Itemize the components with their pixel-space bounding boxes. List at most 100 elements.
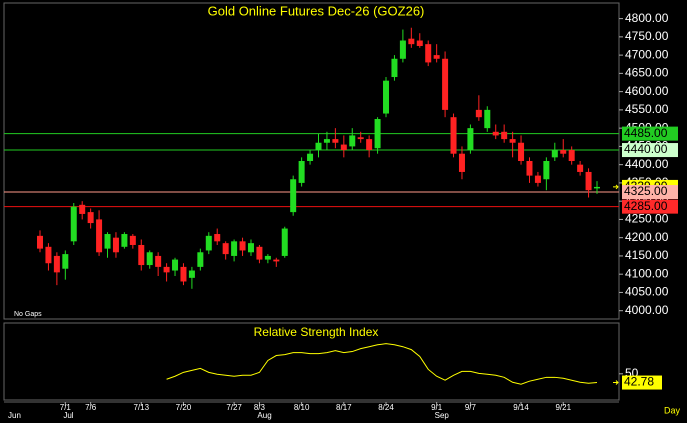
candle-body [45,246,52,264]
candle-body [70,206,77,242]
candle-body [222,243,229,255]
candle-body [526,161,533,176]
y-tick-label: 4650.00 [625,66,669,80]
candle-body [366,139,373,151]
x-tick-label: 7/27 [226,403,242,412]
candle-body [458,153,465,172]
candle-body [518,142,525,161]
candle-body [112,237,119,253]
month-label: Jul [63,411,73,420]
candle-body [442,58,449,110]
candle-body [349,135,356,147]
gap-note: No Gaps [14,311,42,318]
candle-body [323,139,330,143]
y-tick-label: 4050.00 [625,285,669,299]
candle-body [543,161,550,180]
candle-body [197,252,204,267]
candle-body [121,234,128,247]
candle-body [408,38,415,45]
rsi-line [166,343,598,385]
y-tick-label: 4600.00 [625,84,669,98]
y-tick-label: 4200.00 [625,230,669,244]
y-tick-label: 4750.00 [625,29,669,43]
candle-body [509,139,516,143]
candle-body [96,219,103,253]
candle-body [180,266,187,282]
x-tick-label: 8/17 [336,403,352,412]
candle-body [256,246,263,260]
candle-body [53,255,60,273]
y-tick-label: 4000.00 [625,303,669,317]
level-box [622,143,678,158]
candle-body [475,109,482,118]
candle-body [467,128,474,151]
candle-body [138,244,145,266]
candle-body [425,44,432,63]
candle-body [585,171,592,191]
candle-body [450,117,457,154]
x-tick-label: 7/1 [60,403,72,412]
x-tick-label: 8/24 [378,403,394,412]
candle-body [560,150,567,154]
candle-body [172,259,179,271]
candle-body [568,150,575,161]
candle-body [501,131,508,140]
candle-body [332,139,339,143]
candle-body [290,179,297,213]
candle-body [231,241,238,256]
y-tick-label: 4550.00 [625,102,669,116]
candle-body [551,150,558,158]
candle-body [484,109,491,129]
candle-body [357,137,364,140]
rsi-marker [613,380,619,385]
candle-body [62,254,69,269]
candle-body [374,119,381,149]
candle-body [577,164,584,172]
candle-body [492,131,499,136]
x-tick-label: 9/7 [465,403,477,412]
y-tick-label: 4800.00 [625,11,669,25]
candle-body [188,270,195,278]
candle-body [79,204,86,214]
level-label: 4325.00 [624,184,668,198]
period-label: Day [664,405,681,415]
x-tick-label: 8/10 [294,403,310,412]
candle-body [298,161,305,183]
candle-body [163,266,170,273]
chart-title: Gold Online Futures Dec-26 (GOZ26) [208,3,425,18]
candle-body [129,235,136,245]
month-label: Jun [8,411,21,420]
candle-body [273,259,280,262]
y-tick-label: 4700.00 [625,47,669,61]
x-tick-label: 7/20 [176,403,192,412]
x-tick-label: 9/14 [513,403,529,412]
candle-body [383,80,390,114]
candle-body [264,255,271,260]
month-label: Sep [435,411,450,420]
candle-body [534,175,541,183]
price-marker [613,184,619,190]
level-box [622,185,678,200]
level-box [622,126,678,141]
candle-body [315,142,322,151]
candle-body [433,55,440,59]
x-tick-label: 8/3 [254,403,266,412]
rsi-title: Relative Strength Index [254,325,379,339]
y-tick-label: 4250.00 [625,212,669,226]
rsi-value-label: 42.78 [624,375,654,389]
candle-body [281,228,288,256]
level-label: 4285.00 [624,199,668,213]
candle-body [214,234,221,242]
candle-body [307,153,314,161]
candle-body [399,40,406,59]
candle-body [104,234,111,249]
candle-body [391,58,398,78]
x-tick-label: 7/6 [85,403,97,412]
price-panel [3,2,620,320]
level-box [622,199,678,214]
rsi-panel [3,322,620,401]
candle-body [239,241,246,251]
